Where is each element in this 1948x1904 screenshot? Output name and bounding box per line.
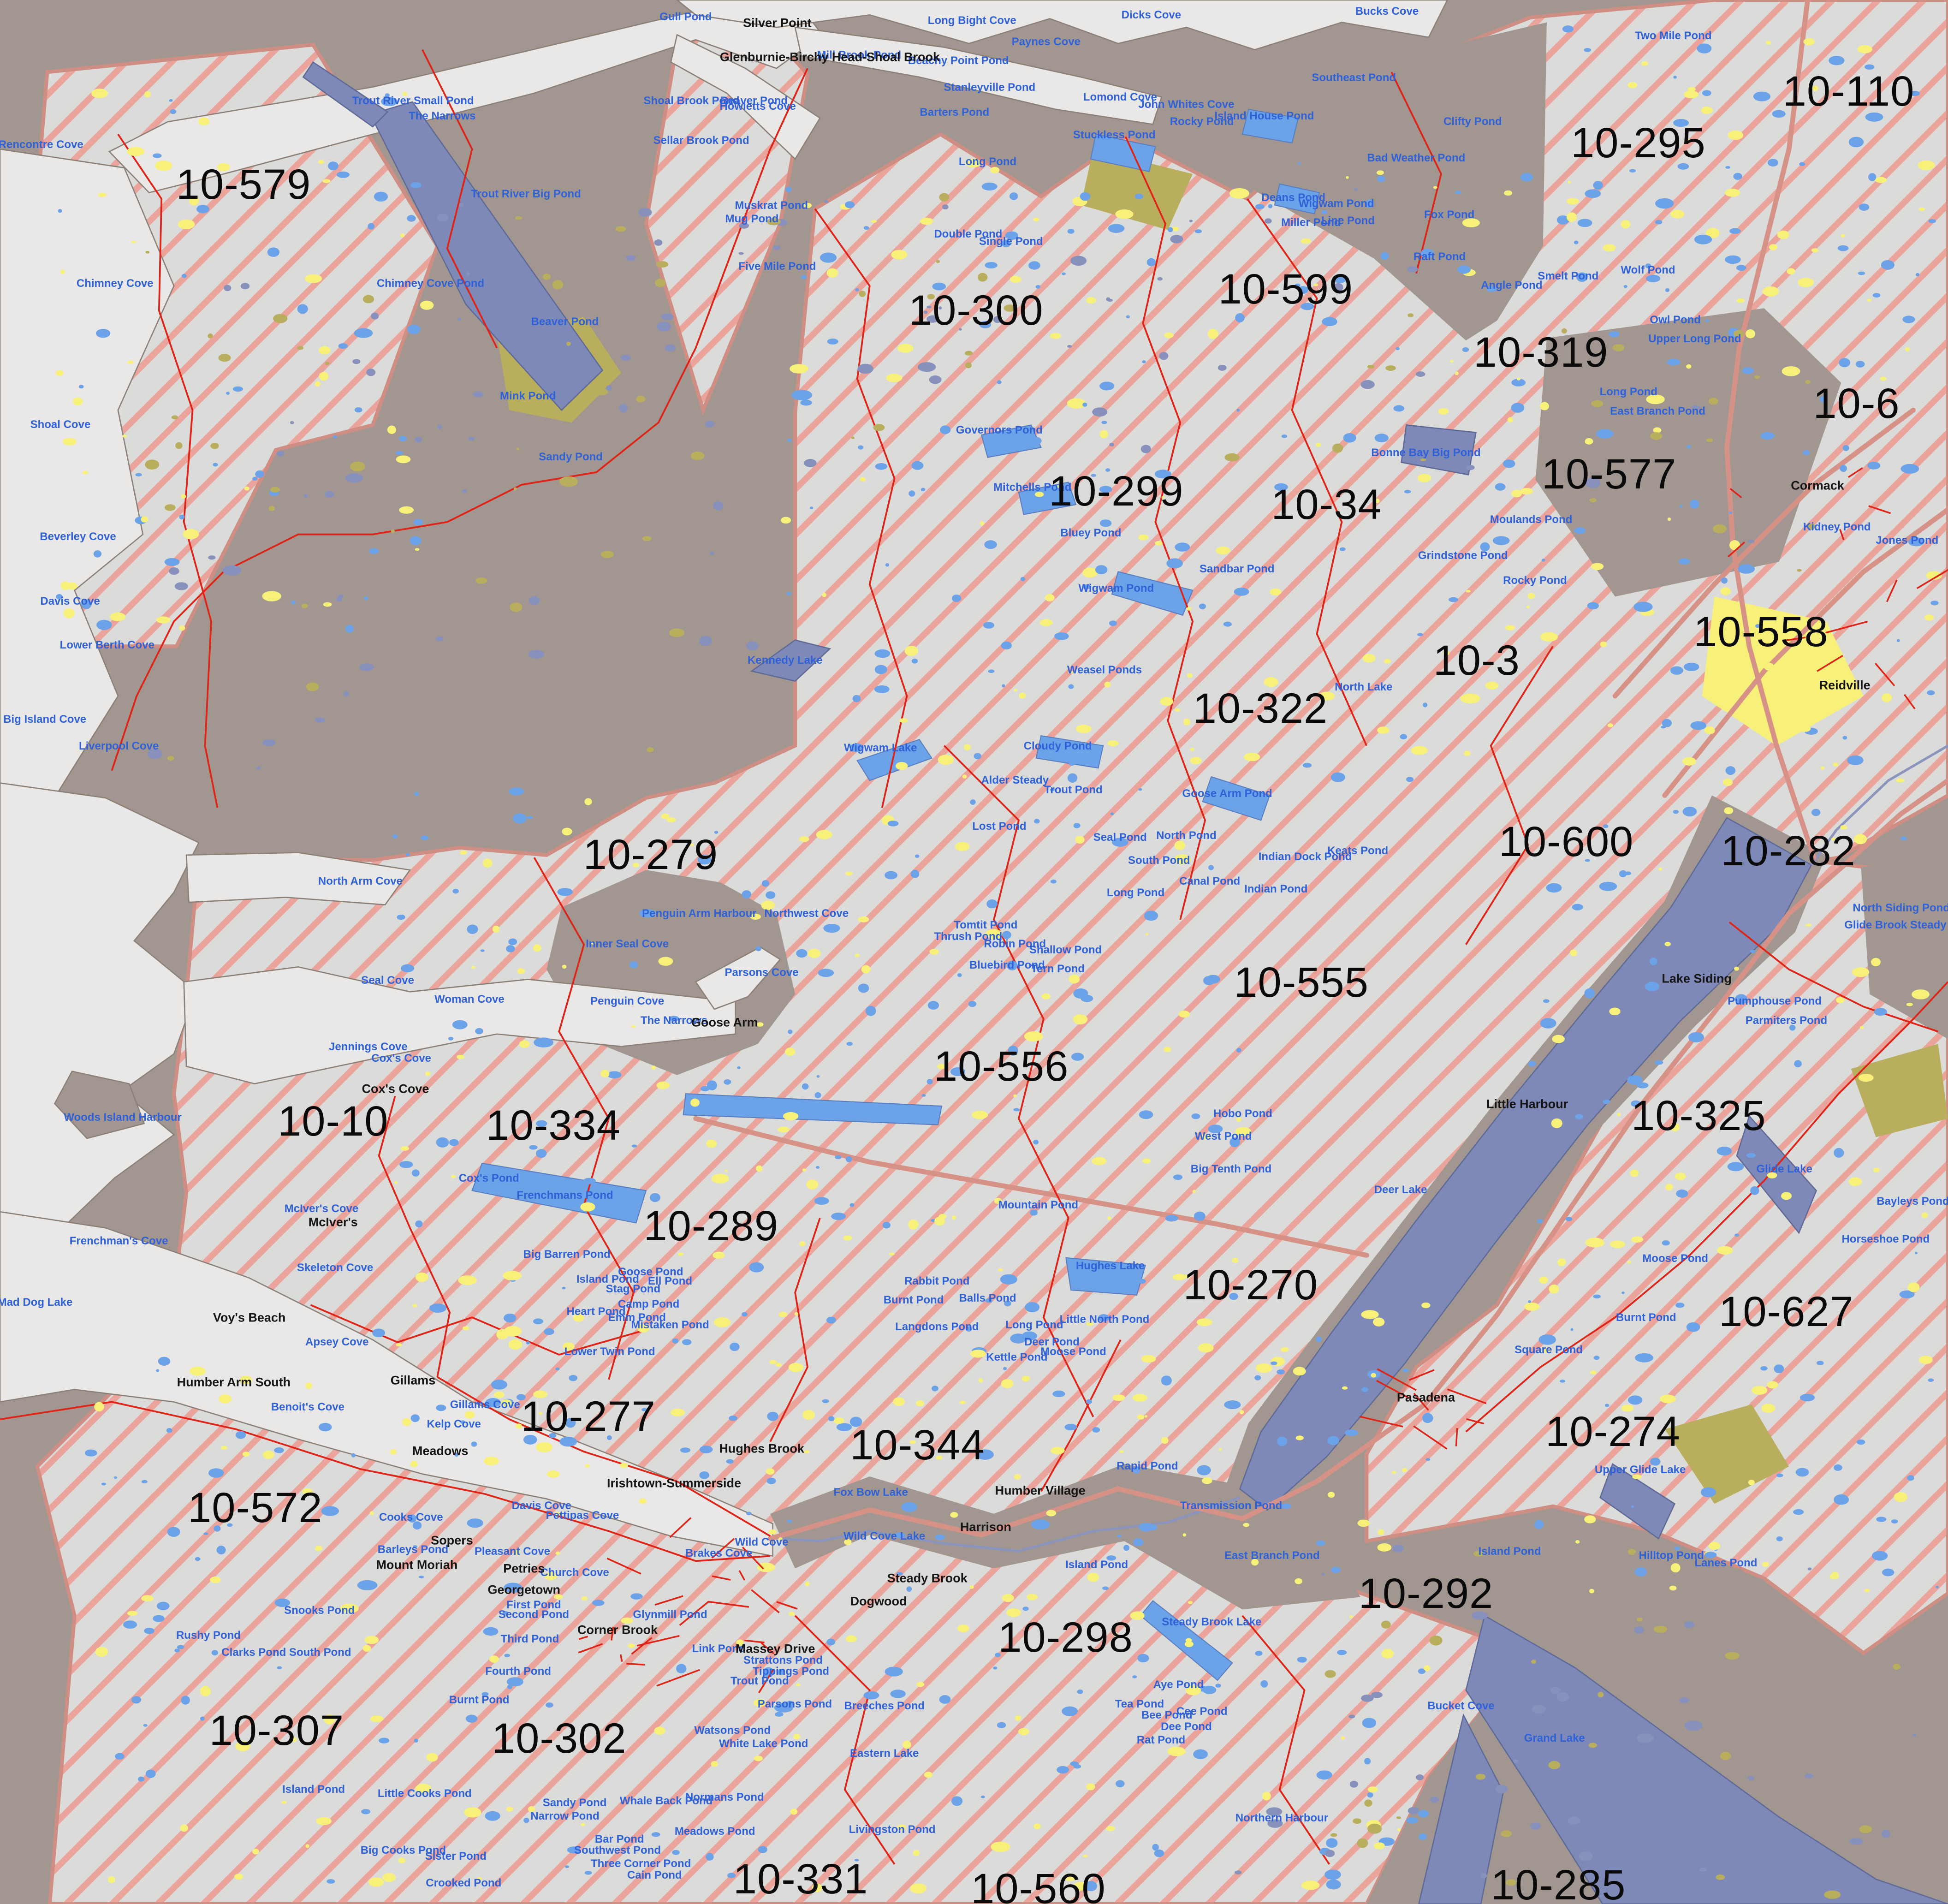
- woods-island: [53, 1071, 145, 1139]
- pond-speckle: [55, 25, 1942, 1899]
- urban-street-grids: [578, 467, 1948, 1694]
- rivers: [780, 744, 1948, 1553]
- lakes: [302, 61, 1948, 1904]
- major-roads: [693, 0, 1948, 1541]
- minor-roads: [0, 49, 1948, 1865]
